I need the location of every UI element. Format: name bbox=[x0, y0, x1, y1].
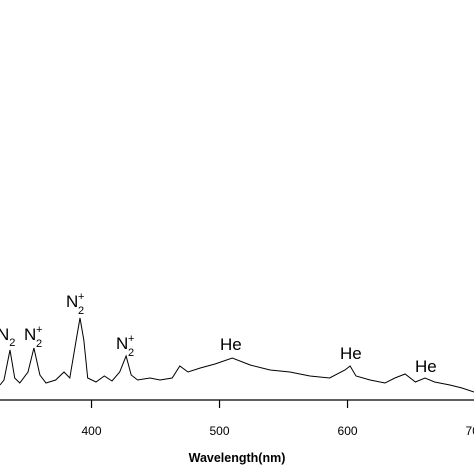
annotation-sub: 2 bbox=[128, 347, 134, 359]
annotation-text: N bbox=[116, 334, 128, 353]
annotation-sup: + bbox=[36, 324, 42, 336]
annotation: He bbox=[415, 357, 437, 376]
annotation-sup: + bbox=[78, 291, 84, 303]
annotation-text: N bbox=[66, 292, 78, 311]
spectrum-line bbox=[0, 317, 474, 393]
annotation: He bbox=[220, 335, 242, 354]
x-tick-label: 600 bbox=[338, 424, 358, 438]
annotation-sup: + bbox=[128, 333, 134, 345]
annotation: He bbox=[340, 344, 362, 363]
annotation-text: He bbox=[220, 335, 242, 354]
x-tick-label: 400 bbox=[82, 424, 102, 438]
x-axis-label: Wavelength(nm) bbox=[189, 451, 286, 465]
annotation: N+ 2 bbox=[24, 324, 42, 350]
annotation-sub: 2 bbox=[78, 305, 84, 317]
annotation-text: He bbox=[340, 344, 362, 363]
annotation-text: He bbox=[415, 357, 437, 376]
annotation-text: N bbox=[24, 325, 36, 344]
annotation-sub: 2 bbox=[36, 338, 42, 350]
annotation-sub: 2 bbox=[9, 337, 15, 349]
x-tick-label: 500 bbox=[210, 424, 230, 438]
annotation: N2 bbox=[0, 325, 15, 349]
annotation: N+ 2 bbox=[66, 291, 84, 317]
annotation-text: N bbox=[0, 325, 9, 344]
annotation: N+ 2 bbox=[116, 333, 134, 359]
x-tick-label: 700 bbox=[466, 424, 474, 438]
